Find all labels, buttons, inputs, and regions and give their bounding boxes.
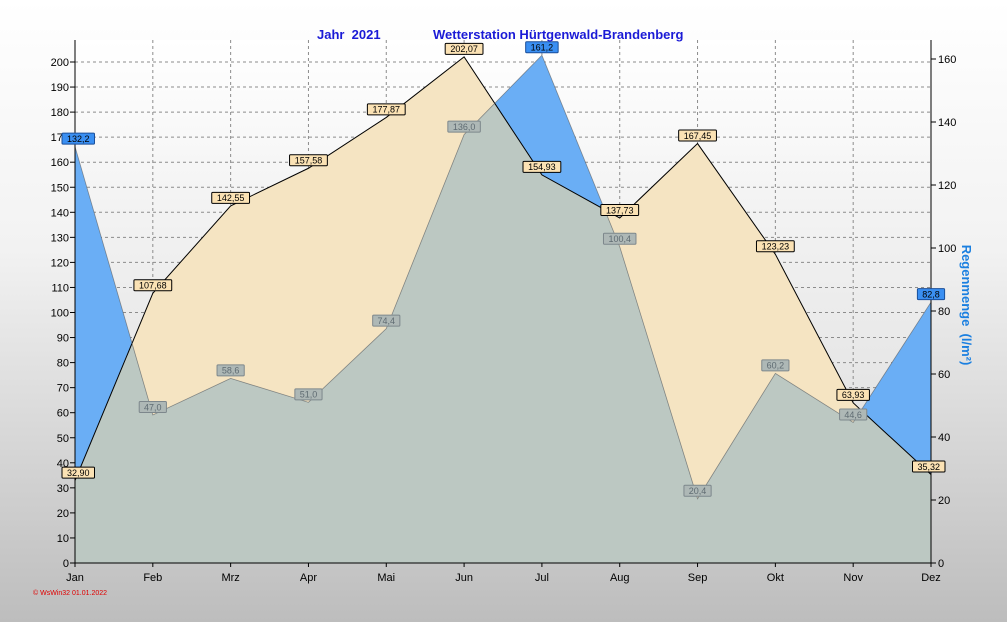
sunshine-value-label-box bbox=[678, 129, 717, 142]
sunshine-value-label: 123,23 bbox=[762, 242, 790, 252]
rain-value-label: 60,2 bbox=[767, 361, 785, 371]
rain-value-label: 20,4 bbox=[689, 486, 707, 496]
sunshine-value-label-box bbox=[366, 103, 406, 116]
rain-value-label-box bbox=[294, 388, 323, 401]
right-tick-label: 140 bbox=[938, 117, 956, 129]
sunshine-value-label: 137,73 bbox=[606, 205, 634, 215]
chart-year-title: Jahr 2021 bbox=[317, 27, 381, 42]
left-tick-label: 140 bbox=[51, 207, 69, 219]
sunshine-value-label: 157,58 bbox=[295, 156, 323, 166]
left-tick-label: 20 bbox=[57, 508, 69, 520]
rain-value-label-box bbox=[916, 288, 946, 301]
sunshine-value-label: 142,55 bbox=[217, 193, 245, 203]
right-tick-label: 40 bbox=[938, 432, 950, 444]
x-tick-label: Dez bbox=[921, 572, 941, 584]
rain-value-label-box bbox=[839, 408, 868, 421]
rain-value-label-box bbox=[683, 484, 712, 497]
right-tick-label: 100 bbox=[938, 243, 956, 255]
rain-line bbox=[74, 54, 932, 500]
chart-station-title: Wetterstation Hürtgenwald-Brandenberg bbox=[433, 27, 683, 42]
sunshine-value-label-box bbox=[522, 160, 562, 173]
right-tick-label: 160 bbox=[938, 54, 956, 66]
rain-value-label-box bbox=[216, 364, 245, 377]
left-tick-label: 100 bbox=[51, 308, 69, 320]
left-tick-label: 120 bbox=[51, 257, 69, 269]
rain-value-label: 82,8 bbox=[922, 289, 940, 299]
left-tick-label: 30 bbox=[57, 483, 69, 495]
left-tick-label: 50 bbox=[57, 433, 69, 445]
left-tick-label: 90 bbox=[57, 333, 69, 345]
sunshine-value-label: 35,32 bbox=[917, 462, 940, 472]
sunshine-value-label: 202,07 bbox=[450, 44, 478, 54]
right-tick-label: 0 bbox=[938, 558, 944, 570]
x-tick-label: Jan bbox=[66, 572, 84, 584]
left-tick-label: 130 bbox=[51, 232, 69, 244]
left-tick-label: 190 bbox=[51, 82, 69, 94]
rain-value-label: 132,2 bbox=[67, 134, 90, 144]
left-tick-label: 110 bbox=[51, 282, 69, 294]
overlap-area bbox=[75, 56, 931, 563]
left-tick-label: 0 bbox=[63, 558, 69, 570]
rain-value-label: 47,0 bbox=[144, 402, 162, 412]
sunshine-value-label-box bbox=[836, 388, 870, 401]
x-tick-label: Apr bbox=[300, 572, 317, 584]
rain-value-label: 51,0 bbox=[300, 390, 318, 400]
rain-value-label: 161,2 bbox=[531, 43, 554, 53]
x-tick-label: Feb bbox=[143, 572, 162, 584]
sunshine-value-label-box bbox=[912, 460, 946, 473]
sunshine-value-label-box bbox=[289, 154, 328, 167]
rain-value-label: 136,0 bbox=[453, 122, 476, 132]
x-tick-label: Mrz bbox=[221, 572, 239, 584]
sunshine-line bbox=[74, 56, 932, 481]
sunshine-value-label: 177,87 bbox=[373, 105, 401, 115]
left-tick-label: 200 bbox=[51, 57, 69, 69]
right-axis-label: Regenmenge (l/m²) bbox=[959, 245, 974, 366]
sunshine-value-label-box bbox=[133, 279, 173, 292]
rain-value-label-box bbox=[372, 314, 401, 327]
sunshine-value-label: 32,90 bbox=[67, 468, 90, 478]
x-tick-label: Jun bbox=[455, 572, 473, 584]
right-tick-label: 60 bbox=[938, 369, 950, 381]
rain-value-label: 74,4 bbox=[378, 316, 396, 326]
rain-value-label-box bbox=[761, 359, 790, 372]
sunshine-value-label: 154,93 bbox=[528, 162, 556, 172]
sunshine-value-label: 107,68 bbox=[139, 281, 167, 291]
sunshine-value-label: 63,93 bbox=[842, 390, 865, 400]
rain-value-label: 58,6 bbox=[222, 366, 240, 376]
x-tick-label: Mai bbox=[377, 572, 395, 584]
rain-value-label-box bbox=[602, 232, 637, 245]
left-tick-label: 150 bbox=[51, 182, 69, 194]
x-tick-label: Nov bbox=[843, 572, 863, 584]
right-tick-label: 20 bbox=[938, 495, 950, 507]
sunshine-value-label-box bbox=[755, 240, 795, 253]
sunshine-value-label-box bbox=[211, 191, 251, 204]
right-tick-label: 120 bbox=[938, 180, 956, 192]
rain-value-label: 44,6 bbox=[844, 410, 862, 420]
right-tick-label: 80 bbox=[938, 306, 950, 318]
x-tick-label: Jul bbox=[535, 572, 549, 584]
rain-value-label-box bbox=[447, 120, 481, 133]
left-tick-label: 10 bbox=[57, 533, 69, 545]
left-tick-label: 60 bbox=[57, 408, 69, 420]
value-labels: 32,90 107,68 142,55 157,58 177,87 202,07 154,9… bbox=[61, 41, 946, 497]
rain-value-label: 100,4 bbox=[608, 234, 631, 244]
rain-value-label-box bbox=[525, 41, 559, 54]
left-tick-label: 160 bbox=[51, 157, 69, 169]
sunshine-value-label-box bbox=[444, 42, 484, 55]
areas bbox=[74, 54, 932, 564]
left-tick-label: 70 bbox=[57, 383, 69, 395]
sunshine-value-label: 167,45 bbox=[684, 131, 712, 141]
rain-value-label-box bbox=[138, 400, 167, 413]
left-tick-label: 180 bbox=[51, 107, 69, 119]
x-tick-label: Okt bbox=[767, 572, 784, 584]
x-tick-label: Sep bbox=[688, 572, 708, 584]
x-tick-label: Aug bbox=[610, 572, 630, 584]
footer-credit: © WsWin32 01.01.2022 bbox=[33, 589, 107, 597]
sunshine-value-label-box bbox=[61, 466, 95, 479]
axes: 0 10 20 30 40 50 60 70 80 90 100 110 120 130 140 150 160… bbox=[51, 40, 956, 584]
rain-value-label-box bbox=[61, 132, 95, 145]
sunshine-value-label-box bbox=[600, 203, 640, 216]
left-tick-label: 80 bbox=[57, 358, 69, 370]
